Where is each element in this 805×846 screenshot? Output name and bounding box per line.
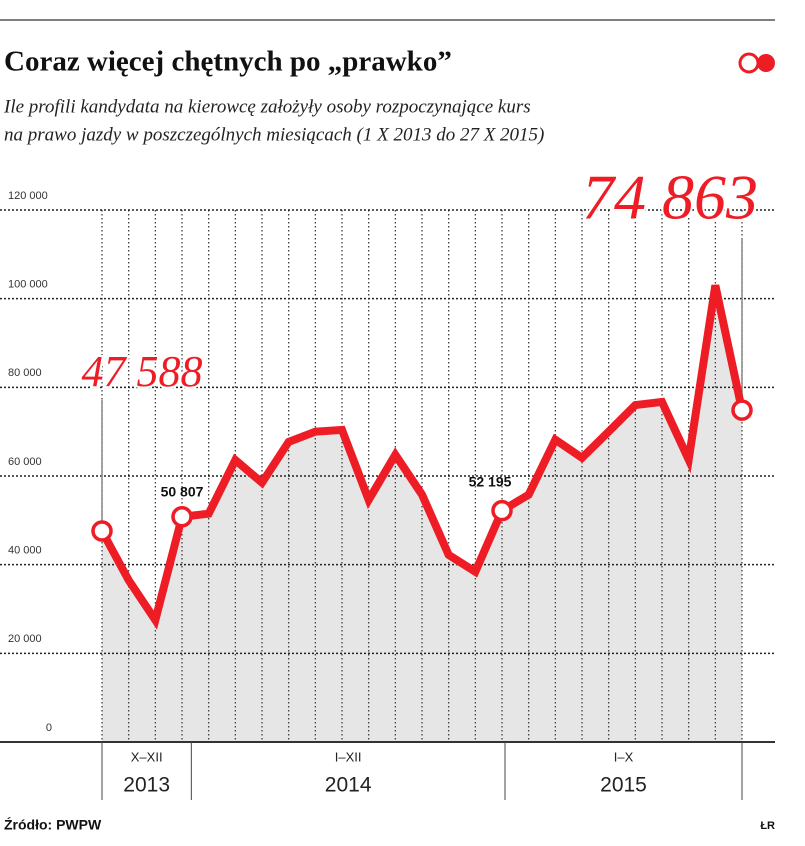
subtitle: na prawo jazdy w poszczególnych miesiąca… xyxy=(4,124,544,145)
logo xyxy=(738,52,775,74)
chart-title: Coraz więcej chętnych po „prawko” xyxy=(4,46,452,78)
y-tick-label: 60 000 xyxy=(8,456,42,468)
period-label: I–XII xyxy=(335,749,362,764)
point-marker xyxy=(91,520,113,542)
y-tick-label: 120 000 xyxy=(8,190,48,202)
y-tick-label: 0 xyxy=(46,722,52,734)
line xyxy=(98,284,746,630)
value-label: 74 863 xyxy=(582,162,758,233)
value-label: 47 588 xyxy=(82,347,203,396)
area xyxy=(102,285,742,742)
year-label: 2014 xyxy=(325,774,372,797)
value-label: 52 195 xyxy=(469,474,512,490)
point-marker xyxy=(491,499,513,522)
y-tick-label: 80 000 xyxy=(8,367,42,379)
period-label: I–X xyxy=(614,749,634,764)
subtitle: Ile profili kandydata na kierowcę założy… xyxy=(3,96,531,117)
value-label: 50 807 xyxy=(161,484,204,500)
point-marker xyxy=(731,399,753,421)
period-label: X–XII xyxy=(131,749,163,764)
y-tick-label: 40 000 xyxy=(8,545,42,557)
y-tick-label: 20 000 xyxy=(8,633,42,645)
author: ŁR xyxy=(760,820,775,832)
year-label: 2015 xyxy=(600,774,647,797)
y-tick-label: 100 000 xyxy=(8,279,48,291)
point-marker xyxy=(171,506,193,528)
source: Źródło: PWPW xyxy=(4,817,102,833)
year-label: 2013 xyxy=(123,774,170,797)
